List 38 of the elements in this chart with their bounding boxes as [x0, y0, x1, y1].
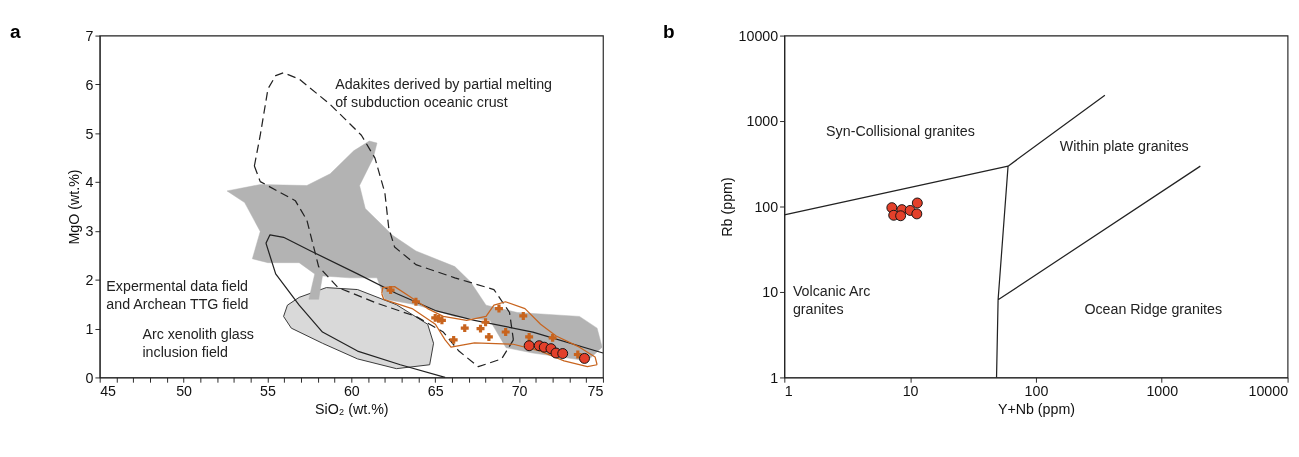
x-tick-label: 10 — [902, 382, 919, 399]
chart-title: b — [663, 21, 675, 43]
x-tick-label: 10000 — [1248, 382, 1289, 399]
y-tick-label: 7 — [85, 27, 94, 44]
x-axis-title: SiO₂ (wt.%) — [315, 401, 389, 418]
annotation: Expermental data field and Archean TTG field — [106, 278, 249, 313]
y-tick-label: 10 — [762, 284, 779, 301]
annotation: Within plate granites — [1059, 138, 1189, 155]
y-tick-label: 10000 — [738, 27, 779, 44]
annotation: Volcanic Arc granites — [792, 282, 871, 317]
y-axis-title: Rb (ppm) — [718, 177, 735, 237]
y-tick-label: 0 — [85, 369, 94, 386]
y-tick-label: 1 — [85, 320, 94, 337]
annotation: Arc xenolith glass inclusion field — [142, 325, 254, 360]
y-tick-label: 2 — [85, 272, 94, 288]
x-tick-label: 60 — [343, 382, 360, 399]
y-axis-title: MgO (wt.%) — [65, 169, 82, 245]
x-tick-label: 100 — [1024, 382, 1049, 399]
annotation: Adakites derived by partial melting of subduction oceanic crust — [335, 75, 552, 110]
x-tick-label: 50 — [176, 382, 193, 399]
y-tick-label: 1000 — [746, 113, 779, 130]
x-tick-label: 75 — [587, 382, 604, 399]
x-tick-label: 45 — [100, 382, 117, 399]
x-tick-label: 1 — [784, 382, 793, 399]
annotation: Syn-Collisional granites — [826, 123, 975, 140]
y-tick-label: 3 — [85, 223, 94, 240]
y-tick-label: 4 — [85, 174, 94, 191]
x-tick-label: 1000 — [1146, 382, 1179, 399]
annotation: Ocean Ridge granites — [1084, 300, 1223, 317]
x-tick-label: 70 — [511, 382, 528, 399]
x-tick-label: 55 — [260, 382, 276, 399]
y-tick-label: 1 — [770, 369, 779, 386]
y-tick-label: 5 — [85, 125, 94, 142]
x-axis-title: Y+Nb (ppm) — [997, 401, 1076, 418]
y-tick-label: 6 — [85, 76, 94, 93]
x-tick-label: 65 — [427, 382, 444, 399]
chart-title: a — [10, 21, 22, 43]
y-tick-label: 100 — [754, 198, 779, 215]
